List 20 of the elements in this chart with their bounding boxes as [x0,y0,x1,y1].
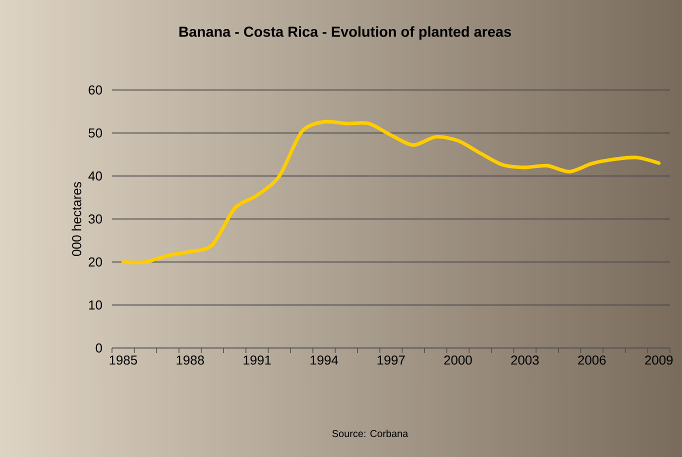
x-tick-label: 1985 [110,356,138,365]
y-tick-label: 40 [88,171,102,181]
x-tick-label: 2009 [645,356,673,365]
x-tick-label: 2000 [444,356,472,365]
y-tick-label: 30 [88,214,102,224]
y-tick-label: 20 [88,257,102,267]
x-tick-label: 2006 [578,356,606,365]
y-tick-label: 0 [96,343,102,353]
y-axis-title: 000 hectares [72,182,82,256]
x-tick-label: 1997 [378,356,405,365]
x-tick-label: 1991 [244,356,271,365]
chart-title: Banana - Costa Rica - Evolution of planted areas [179,26,511,40]
x-tick-label: 2003 [511,356,539,365]
y-tick-label: 50 [88,128,102,138]
source-note: Source: Corbana [332,430,408,438]
line-series [121,120,661,264]
y-tick-label: 10 [89,300,102,310]
x-tick-label: 1988 [176,356,204,365]
x-tick-label: 1994 [310,356,338,365]
y-tick-label: 60 [88,85,102,95]
